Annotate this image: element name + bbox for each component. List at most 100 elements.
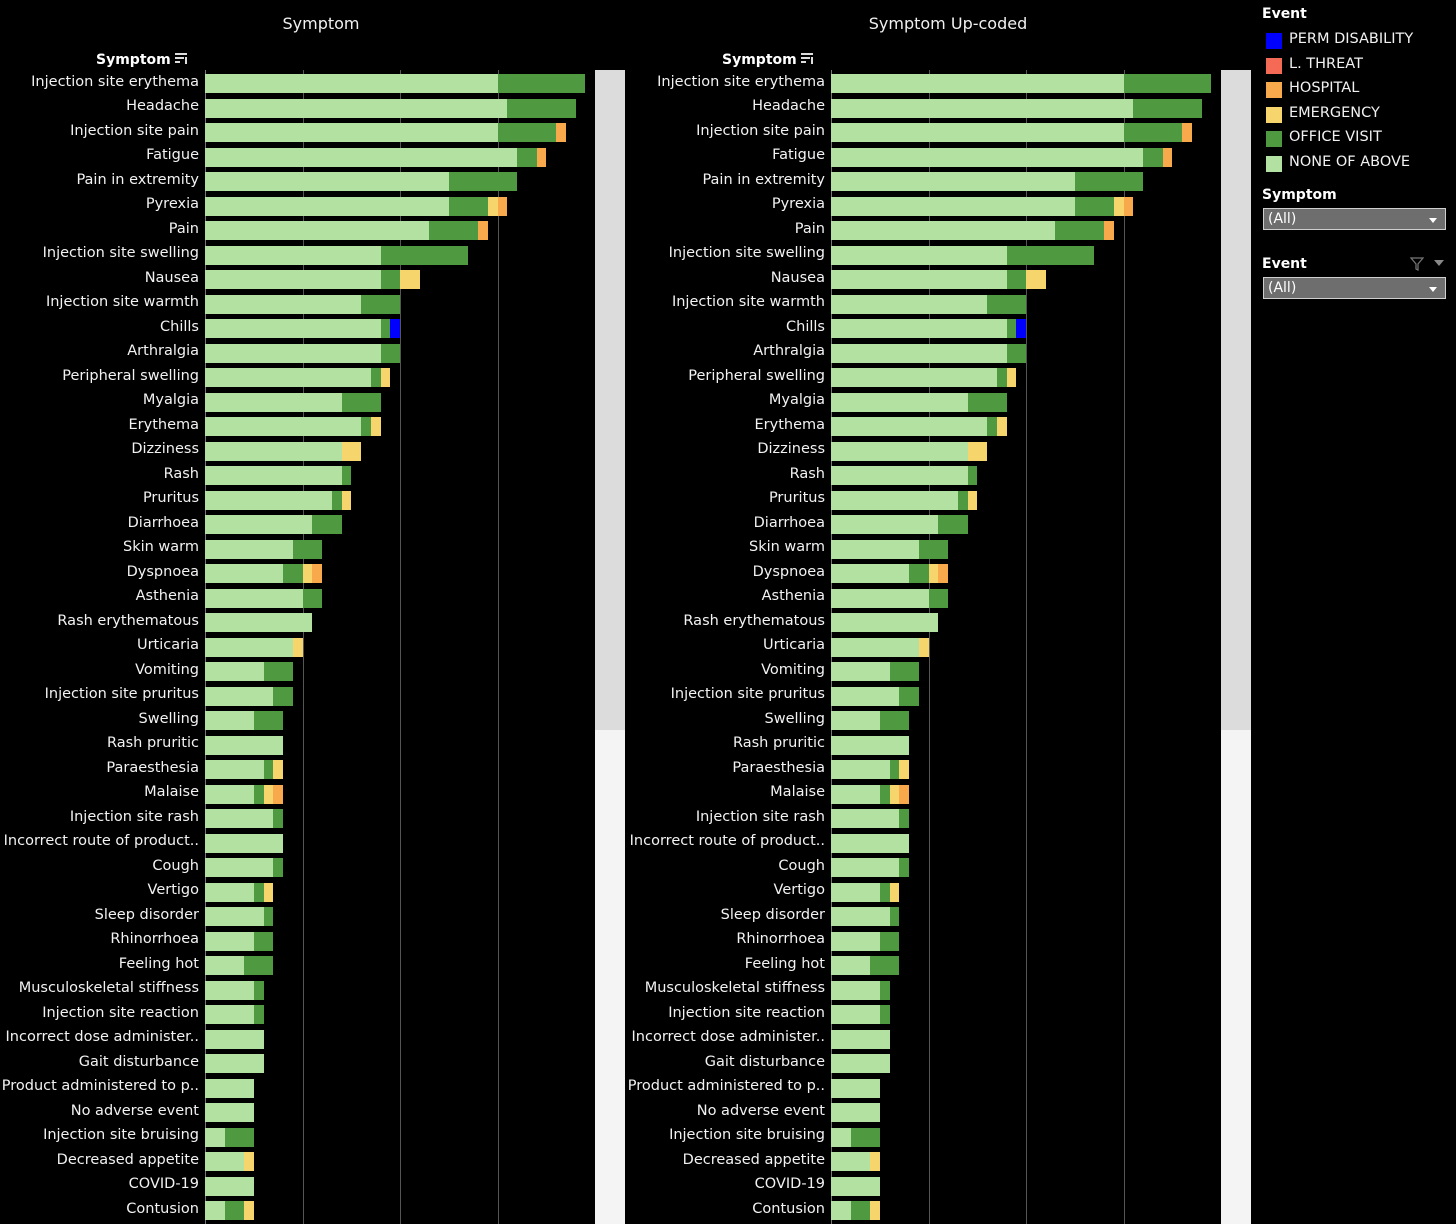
bar-segment[interactable] xyxy=(831,564,909,583)
bar-segment[interactable] xyxy=(205,686,274,706)
bar-segment[interactable] xyxy=(205,319,381,338)
bar-segment[interactable] xyxy=(205,1029,264,1049)
bar-segment[interactable] xyxy=(831,784,880,804)
bar-segment[interactable] xyxy=(879,980,890,1000)
bar-segment[interactable] xyxy=(205,1127,225,1147)
sort-icon[interactable] xyxy=(800,51,814,69)
bar-segment[interactable] xyxy=(380,368,391,387)
bar-segment[interactable] xyxy=(205,1054,264,1073)
bar-segment[interactable] xyxy=(361,417,371,436)
menu-caret-icon[interactable] xyxy=(1434,260,1444,266)
bar-segment[interactable] xyxy=(870,1152,880,1171)
bar-segment[interactable] xyxy=(312,564,322,583)
bar-segment[interactable] xyxy=(831,74,1124,93)
bar-segment[interactable] xyxy=(380,270,400,289)
bar-segment[interactable] xyxy=(1182,123,1192,142)
bar-segment[interactable] xyxy=(205,809,274,828)
bar-segment[interactable] xyxy=(831,662,890,681)
bar-segment[interactable] xyxy=(292,637,303,657)
bar-segment[interactable] xyxy=(205,637,293,657)
bar-segment[interactable] xyxy=(497,196,508,216)
bar-segment[interactable] xyxy=(899,858,909,877)
bar-segment[interactable] xyxy=(341,490,352,510)
bar-segment[interactable] xyxy=(331,490,342,510)
bar-segment[interactable] xyxy=(1133,98,1202,118)
bar-segment[interactable] xyxy=(205,515,313,534)
bar-segment[interactable] xyxy=(283,564,303,583)
bar-segment[interactable] xyxy=(361,294,400,314)
bar-segment[interactable] xyxy=(205,74,498,93)
bar-segment[interactable] xyxy=(205,882,254,902)
bar-segment[interactable] xyxy=(831,392,968,412)
bar-segment[interactable] xyxy=(292,539,322,559)
bar-segment[interactable] xyxy=(205,735,283,755)
bar-segment[interactable] xyxy=(889,760,900,779)
sort-icon[interactable] xyxy=(174,51,188,69)
bar-segment[interactable] xyxy=(497,74,586,93)
bar-segment[interactable] xyxy=(918,539,948,559)
bar-segment[interactable] xyxy=(831,711,880,730)
bar-segment[interactable] xyxy=(1016,319,1026,338)
bar-segment[interactable] xyxy=(879,784,890,804)
bar-segment[interactable] xyxy=(850,1127,880,1147)
bar-segment[interactable] xyxy=(244,1201,254,1220)
bar-segment[interactable] xyxy=(938,515,968,534)
bar-segment[interactable] xyxy=(831,1176,880,1196)
bar-segment[interactable] xyxy=(879,931,900,951)
bar-segment[interactable] xyxy=(831,637,919,657)
bar-segment[interactable] xyxy=(967,441,987,461)
bar-segment[interactable] xyxy=(244,956,274,975)
bar-segment[interactable] xyxy=(205,858,274,877)
bar-segment[interactable] xyxy=(263,662,293,681)
bar-segment[interactable] xyxy=(831,809,900,828)
bar-segment[interactable] xyxy=(302,588,322,608)
bar-segment[interactable] xyxy=(273,809,283,828)
bar-segment[interactable] xyxy=(831,343,1007,363)
bar-segment[interactable] xyxy=(556,123,566,142)
bar-segment[interactable] xyxy=(370,417,381,436)
bar-segment[interactable] xyxy=(205,172,449,191)
bar-segment[interactable] xyxy=(938,564,948,583)
bar-segment[interactable] xyxy=(263,784,274,804)
bar-segment[interactable] xyxy=(928,564,939,583)
bar-segment[interactable] xyxy=(448,172,517,191)
bar-segment[interactable] xyxy=(996,368,1007,387)
bar-segment[interactable] xyxy=(889,907,900,926)
bar-segment[interactable] xyxy=(341,392,381,412)
bar-segment[interactable] xyxy=(831,1005,880,1024)
bar-segment[interactable] xyxy=(205,221,430,240)
bar-segment[interactable] xyxy=(831,441,968,461)
bar-segment[interactable] xyxy=(1006,245,1095,265)
bar-segment[interactable] xyxy=(831,1103,880,1122)
bar-segment[interactable] xyxy=(205,196,449,216)
bar-segment[interactable] xyxy=(312,515,342,534)
bar-segment[interactable] xyxy=(253,784,264,804)
bar-segment[interactable] xyxy=(831,907,890,926)
bar-segment[interactable] xyxy=(205,245,381,265)
bar-segment[interactable] xyxy=(831,490,958,510)
bar-segment[interactable] xyxy=(1026,270,1046,289)
bar-segment[interactable] xyxy=(205,1176,254,1196)
bar-segment[interactable] xyxy=(831,980,880,1000)
bar-segment[interactable] xyxy=(380,319,391,338)
bar-segment[interactable] xyxy=(205,760,264,779)
bar-segment[interactable] xyxy=(205,613,313,632)
bar-segment[interactable] xyxy=(967,392,1007,412)
bar-segment[interactable] xyxy=(1006,343,1026,363)
bar-segment[interactable] xyxy=(1074,196,1114,216)
bar-segment[interactable] xyxy=(507,98,576,118)
bar-segment[interactable] xyxy=(205,956,244,975)
bar-segment[interactable] xyxy=(253,711,283,730)
bar-segment[interactable] xyxy=(1123,196,1134,216)
bar-segment[interactable] xyxy=(899,809,909,828)
bar-segment[interactable] xyxy=(341,466,352,485)
scrollbar-thumb[interactable] xyxy=(595,70,625,730)
bar-segment[interactable] xyxy=(987,294,1026,314)
bar-segment[interactable] xyxy=(205,588,303,608)
bar-segment[interactable] xyxy=(205,662,264,681)
bar-segment[interactable] xyxy=(1162,147,1173,167)
bar-segment[interactable] xyxy=(1113,196,1124,216)
scrollbar-right[interactable] xyxy=(1221,70,1251,1224)
bar-segment[interactable] xyxy=(205,270,381,289)
funnel-icon[interactable] xyxy=(1409,256,1425,275)
